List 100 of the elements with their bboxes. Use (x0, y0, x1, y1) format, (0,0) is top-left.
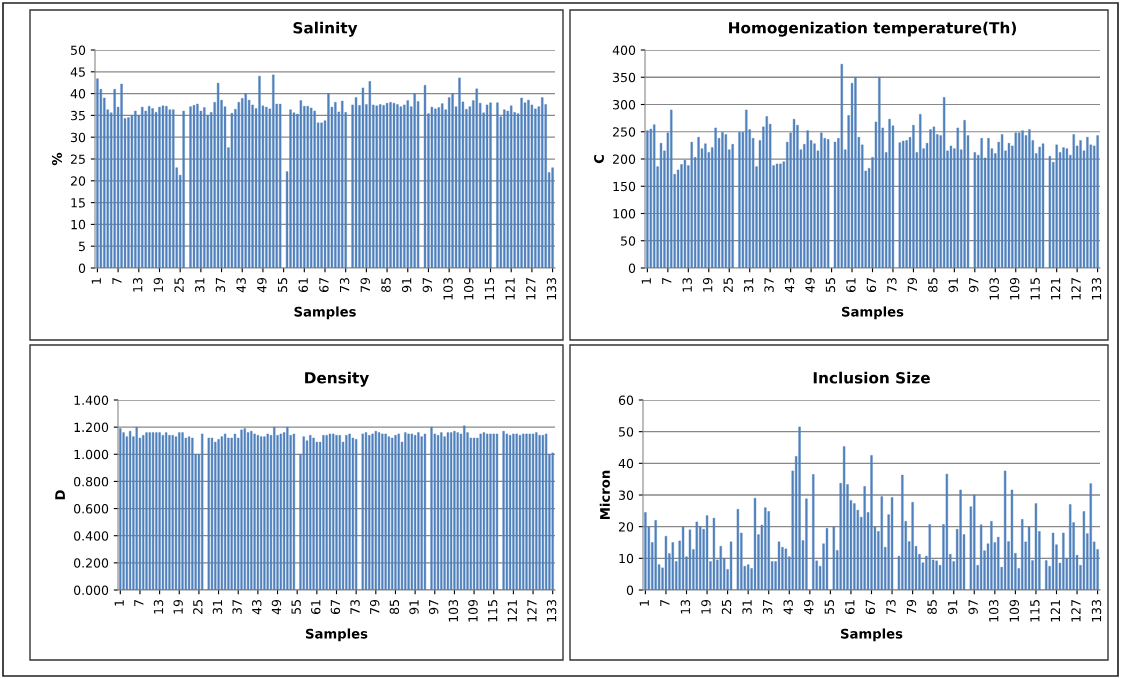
x-tick-label: 55 (291, 600, 301, 614)
y-tick-label: 0 (78, 263, 86, 273)
x-tick-label: 91 (409, 600, 419, 615)
x-tick-label: 7 (134, 600, 144, 606)
y-tick-label: 35 (71, 110, 85, 121)
x-tick-label: 73 (886, 600, 896, 614)
x-tick-label: 127 (1071, 278, 1081, 300)
x-tick-label: 109 (464, 277, 474, 300)
x-tick-label: 103 (989, 600, 999, 622)
x-tick-label: 79 (369, 599, 380, 614)
x-tick-label: 19 (702, 277, 713, 292)
x-tick-label: 109 (468, 599, 478, 622)
y-tick-label: 50 (71, 45, 86, 55)
y-tick-label: 150 (613, 181, 636, 192)
x-tick-label: 103 (448, 600, 459, 622)
x-tick-label: 43 (236, 278, 246, 293)
y-tick-label: 45 (70, 67, 85, 77)
x-tick-label: 1 (91, 278, 101, 284)
y-tick-label: 40 (70, 89, 86, 99)
x-tick-label: 67 (865, 600, 876, 615)
x-tick-label: 55 (824, 600, 835, 614)
x-tick-label: 79 (360, 277, 371, 292)
x-tick-label: 31 (212, 600, 223, 614)
x-tick-label: 55 (825, 278, 836, 292)
y-tick-label: 5 (78, 241, 85, 252)
y-axis-title: % (51, 152, 62, 166)
x-tick-label: 91 (947, 600, 958, 615)
x-tick-label: 25 (193, 600, 203, 615)
x-tick-label: 85 (381, 278, 391, 293)
x-tick-label: 73 (887, 278, 897, 292)
y-axis-title: Micron (599, 470, 610, 520)
y-tick-label: 200 (613, 154, 636, 164)
x-tick-label: 49 (257, 277, 267, 293)
x-tick-label: 127 (1071, 600, 1081, 622)
x-tick-label: 115 (488, 600, 498, 622)
x-tick-label: 43 (252, 600, 262, 615)
x-tick-label: 7 (662, 278, 672, 284)
x-tick-label: 1 (639, 600, 649, 606)
x-tick-label: 7 (660, 600, 670, 606)
x-tick-label: 49 (271, 599, 282, 615)
x-tick-label: 67 (330, 600, 341, 615)
x-tick-label: 121 (507, 600, 517, 622)
x-tick-label: 127 (527, 600, 537, 622)
y-tick-label: 60 (618, 395, 634, 405)
y-tick-label: 1.400 (74, 395, 109, 405)
x-tick-label: 31 (743, 278, 754, 292)
y-tick-label: 0 (628, 263, 636, 273)
x-tick-label: 13 (680, 600, 691, 614)
y-tick-label: 300 (613, 99, 636, 110)
x-tick-label: 43 (783, 600, 793, 615)
x-tick-label: 91 (948, 278, 958, 293)
x-tick-label: 1 (641, 278, 651, 284)
x-axis-title: Samples (294, 306, 356, 320)
x-tick-label: 73 (339, 278, 350, 292)
x-tick-label: 37 (762, 600, 773, 614)
x-tick-label: 37 (232, 600, 242, 614)
y-axis-title: C (594, 155, 604, 164)
y-tick-label: 0.800 (74, 476, 109, 487)
x-tick-label: 49 (805, 277, 815, 293)
x-tick-label: 61 (298, 278, 308, 293)
chart-title: Inclusion Size (813, 371, 930, 384)
x-tick-label: 37 (215, 278, 226, 292)
y-tick-label: 15 (71, 198, 85, 208)
x-tick-label: 13 (132, 278, 143, 292)
x-tick-label: 61 (311, 600, 321, 615)
x-tick-label: 91 (401, 278, 412, 293)
x-tick-label: 13 (682, 278, 692, 292)
x-tick-label: 103 (989, 278, 999, 300)
y-tick-label: 10 (619, 553, 634, 564)
x-tick-label: 121 (1050, 278, 1061, 300)
x-tick-label: 97 (428, 600, 439, 615)
x-tick-label: 19 (701, 599, 711, 614)
x-tick-label: 43 (784, 278, 795, 293)
x-tick-label: 67 (866, 278, 877, 293)
y-tick-label: 1.000 (74, 449, 109, 460)
x-tick-label: 133 (546, 278, 557, 300)
y-tick-label: 20 (618, 522, 634, 532)
x-tick-label: 31 (742, 600, 752, 614)
x-tick-label: 85 (927, 600, 937, 615)
x-tick-label: 37 (764, 278, 774, 292)
x-tick-label: 25 (723, 278, 733, 293)
y-tick-label: 0.000 (74, 585, 109, 595)
x-tick-label: 73 (350, 600, 360, 614)
x-tick-label: 25 (721, 600, 732, 615)
x-tick-label: 127 (526, 278, 536, 300)
y-tick-label: 30 (71, 132, 86, 143)
y-tick-label: 10 (71, 219, 86, 230)
x-tick-label: 19 (173, 599, 183, 614)
chart-title: Homogenization temperature(Th) (729, 21, 1016, 37)
y-tick-label: 250 (613, 127, 636, 137)
y-axis-title: D (55, 490, 65, 500)
x-tick-label: 115 (1030, 600, 1040, 622)
x-tick-label: 133 (1091, 278, 1102, 300)
chart-title: Density (305, 371, 369, 387)
x-tick-label: 133 (1091, 600, 1102, 622)
y-tick-label: 0 (626, 585, 634, 595)
y-tick-label: 0.400 (74, 531, 109, 541)
y-tick-label: 30 (619, 490, 634, 500)
y-tick-label: 0.600 (74, 504, 109, 514)
x-tick-label: 67 (319, 278, 329, 293)
